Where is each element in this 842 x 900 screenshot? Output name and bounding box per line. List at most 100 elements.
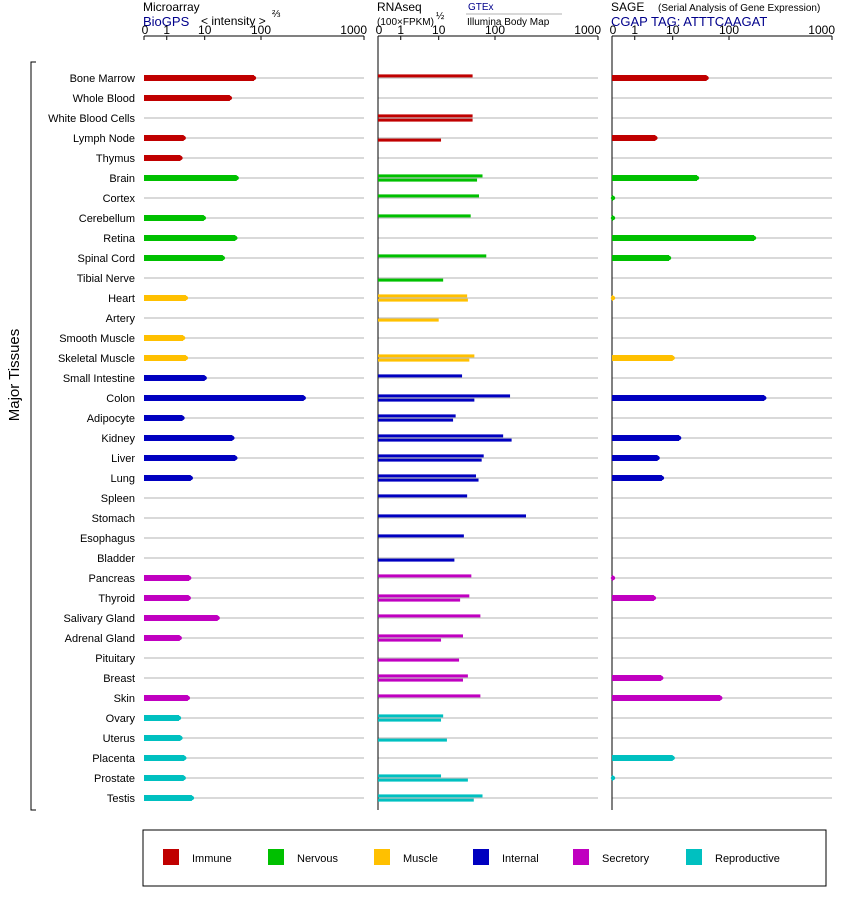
bar-end [610,195,616,201]
bar [144,735,181,741]
x-tick-label: 10 [666,23,680,37]
bar [612,675,662,681]
bar-end [704,75,709,81]
bar-end [178,735,183,741]
bar-end [610,295,616,301]
bar [378,738,447,742]
bar-end [251,75,257,81]
bar-end [651,595,657,601]
bar [144,295,186,301]
bar-end [202,375,207,381]
tissue-label: Smooth Muscle [59,333,135,345]
bar-end [176,715,182,721]
x-tick-label: 0 [142,23,149,37]
x-tick-label: 1 [163,23,170,37]
bar [378,398,475,402]
bar [378,694,481,698]
tissue-label: Brain [109,173,135,185]
bar [378,318,439,322]
tissue-label: Breast [103,673,135,685]
bar [378,478,479,482]
rnaseq-title: RNAseq [377,0,422,14]
tissue-label: Tibial Nerve [77,273,135,285]
bar [378,778,468,782]
tissue-label: Liver [111,453,135,465]
bar [378,474,477,478]
bar-end [180,335,186,341]
bar-end [762,395,767,401]
bar [378,354,475,358]
bar [144,715,179,721]
bar-end [183,295,189,301]
bar-end [670,355,675,361]
bar [612,255,670,261]
bar [378,174,483,178]
bar [144,155,181,161]
bar [612,135,656,141]
bar [378,434,504,438]
bar [378,414,456,418]
tissue-label: Colon [106,393,135,405]
bar [144,255,223,261]
bar [144,795,192,801]
tissue-label: Heart [108,293,135,305]
bar [144,635,180,641]
rnaseq-source-ibm: Illumina Body Map [467,17,550,28]
tissue-label: Thyroid [98,593,135,605]
x-tick-label: 1 [631,23,638,37]
legend-label: Internal [502,853,539,865]
legend-label: Immune [192,853,232,865]
bar [144,755,185,761]
bar [378,718,442,722]
bar [378,458,482,462]
bar-end [666,255,672,261]
microarray-unit: < intensity > [201,14,266,28]
tissue-label: Stomach [92,513,135,525]
bar-end [655,455,660,461]
bar-end [180,415,185,421]
tissue-label: Bone Marrow [70,73,135,85]
bar-end [233,455,238,461]
tissue-label: Ovary [106,713,136,725]
sage-header: SAGE (Serial Analysis of Gene Expression… [611,0,820,29]
bar [612,175,697,181]
bar [144,695,188,701]
bar-end [718,695,723,701]
bar-end [670,755,675,761]
bar [144,395,304,401]
legend-label: Secretory [602,853,650,865]
bar-end [676,435,682,441]
bar [144,335,184,341]
bar [378,658,460,662]
tissue-label: Small Intestine [63,373,135,385]
sage-tag: CGAP TAG: ATTTCAAGAT [611,14,767,29]
tissue-label: Prostate [94,773,135,785]
bar [378,638,442,642]
bar [378,494,468,498]
bar [378,534,464,538]
bar [144,415,183,421]
bar [378,194,480,198]
legend-swatch [268,849,284,865]
bar-end [215,615,220,621]
bar [612,755,673,761]
tissue-label: Bladder [97,553,135,565]
tissue-label: Spleen [101,493,135,505]
tissue-label: Lung [111,473,135,485]
tissue-label: Skeletal Muscle [58,353,135,365]
bar [378,774,442,778]
bar [378,178,478,182]
bar [378,794,483,798]
bar [378,298,468,302]
bar [378,614,481,618]
bar [378,118,473,122]
bar [144,775,184,781]
tissue-label: Pancreas [89,573,136,585]
bar [378,418,454,422]
bar-end [234,175,239,181]
tissue-label: Placenta [92,753,136,765]
bar-end [201,215,207,221]
bar-end [610,575,616,581]
x-tick-label: 10 [432,23,446,37]
bar [144,175,237,181]
